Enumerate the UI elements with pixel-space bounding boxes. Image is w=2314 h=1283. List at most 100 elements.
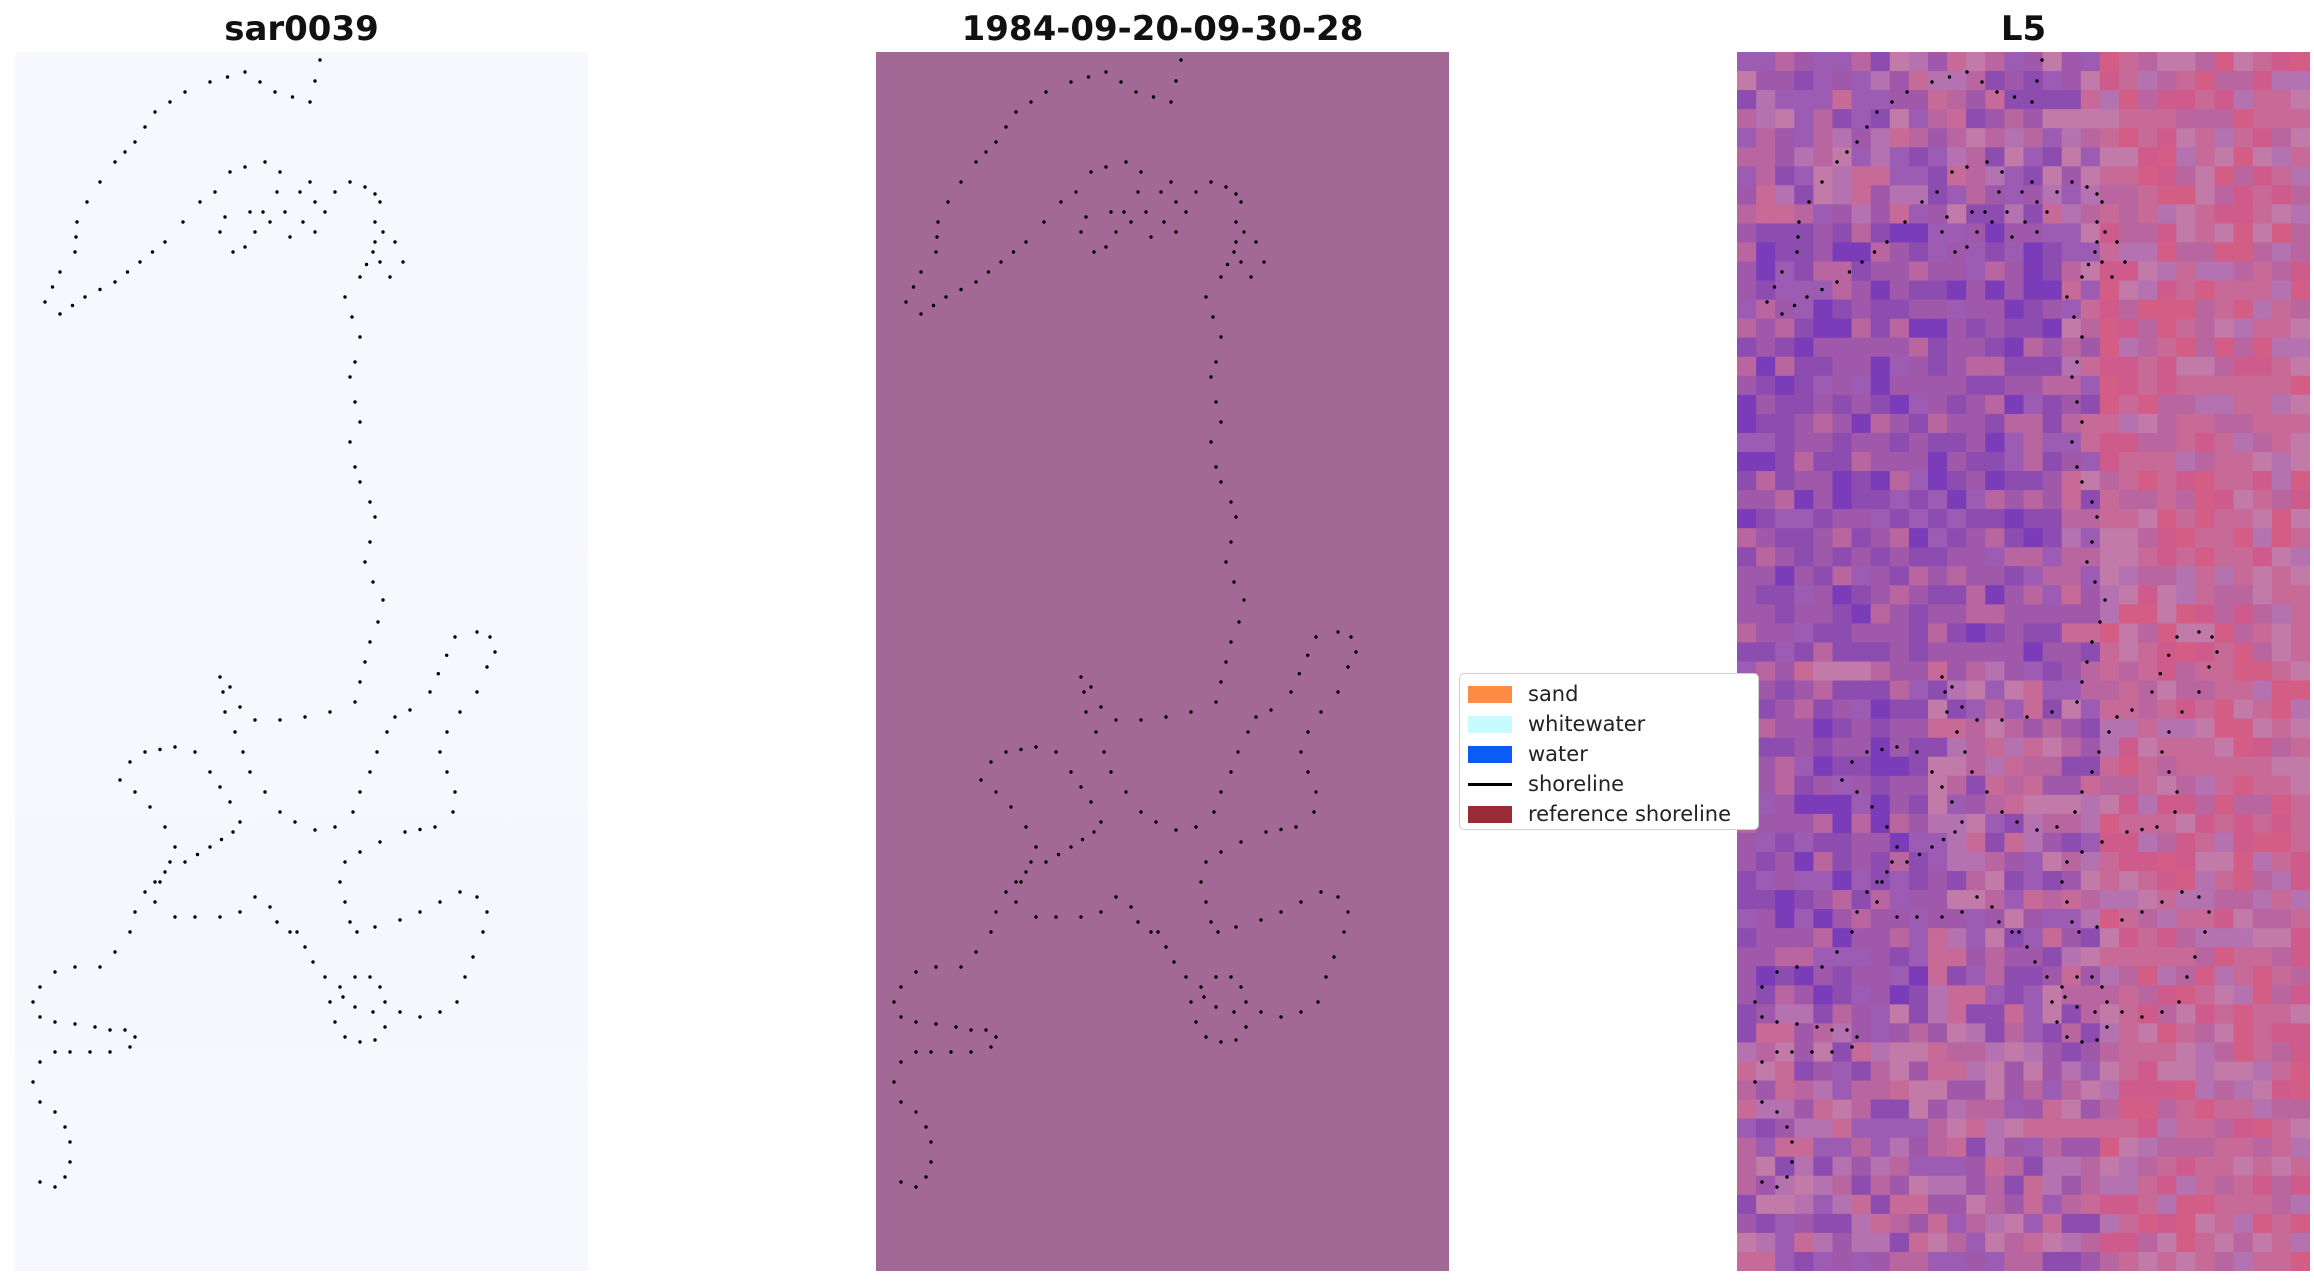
shoreline-point xyxy=(153,880,156,883)
shoreline-point xyxy=(1905,90,1908,93)
shoreline-point xyxy=(1219,680,1222,683)
shoreline-point xyxy=(383,1025,386,1028)
shoreline-point xyxy=(1885,240,1888,243)
shoreline-point xyxy=(1306,770,1309,773)
shoreline-point xyxy=(1239,260,1242,263)
classified-image-panel xyxy=(876,52,1449,1271)
shoreline-point xyxy=(2093,250,2096,253)
shoreline-point xyxy=(1306,730,1309,733)
shoreline-point xyxy=(2095,515,2098,518)
shoreline-point xyxy=(914,970,917,973)
panel-title-l5: L5 xyxy=(1737,12,2310,46)
shoreline-point xyxy=(2100,840,2103,843)
shoreline-point xyxy=(2160,1010,2163,1013)
shoreline-point xyxy=(2075,360,2078,363)
shoreline-point xyxy=(1795,1022,1798,1025)
shoreline-point xyxy=(2055,825,2058,828)
shoreline-point xyxy=(1948,75,1951,78)
shoreline-point xyxy=(475,690,478,693)
shoreline-point xyxy=(363,185,366,188)
shoreline-point xyxy=(113,160,116,163)
shoreline-point xyxy=(1765,300,1768,303)
shoreline-point xyxy=(1194,190,1197,193)
shoreline-point xyxy=(2045,975,2048,978)
shoreline-point xyxy=(1094,730,1097,733)
shoreline-point xyxy=(1940,915,1943,918)
shoreline-point xyxy=(1099,910,1102,913)
shoreline-point xyxy=(1129,220,1132,223)
shoreline-point xyxy=(2100,985,2103,988)
shoreline-point xyxy=(1332,955,1335,958)
shoreline-point xyxy=(403,830,406,833)
shoreline-point xyxy=(168,100,171,103)
shoreline-point xyxy=(1990,905,1993,908)
shoreline-point xyxy=(994,140,997,143)
shoreline-point xyxy=(1797,220,1800,223)
shoreline-point xyxy=(929,1050,932,1053)
shoreline-point xyxy=(1845,150,1848,153)
shoreline-point xyxy=(1259,1010,1262,1013)
shoreline-point xyxy=(74,235,77,238)
shoreline-point xyxy=(1890,100,1893,103)
shoreline-point xyxy=(2050,710,2053,713)
shoreline-point xyxy=(353,975,356,978)
shoreline-point xyxy=(1219,480,1222,483)
shoreline-point xyxy=(355,930,358,933)
shoreline-point xyxy=(1835,280,1838,283)
shoreline-point xyxy=(2160,750,2163,753)
shoreline-point xyxy=(183,90,186,93)
shoreline-point xyxy=(1204,860,1207,863)
shoreline-point xyxy=(1219,850,1222,853)
shoreline-point xyxy=(1199,880,1202,883)
shoreline-point xyxy=(398,1010,401,1013)
shoreline-point xyxy=(1194,1020,1197,1023)
shoreline-point xyxy=(383,1000,386,1003)
shoreline-point xyxy=(1084,215,1087,218)
shoreline-point xyxy=(1346,910,1349,913)
shoreline-point xyxy=(1019,748,1022,751)
shoreline-point xyxy=(333,825,336,828)
shoreline-point xyxy=(453,790,456,793)
shoreline-point xyxy=(2025,715,2028,718)
shoreline-point xyxy=(358,335,361,338)
shoreline-point xyxy=(1087,75,1090,78)
shoreline-point xyxy=(1254,715,1257,718)
shoreline-point xyxy=(118,778,121,781)
shoreline-point xyxy=(2090,640,2093,643)
shoreline-point xyxy=(2017,930,2020,933)
shoreline-point xyxy=(398,918,401,921)
shoreline-point xyxy=(1069,770,1072,773)
shoreline-point xyxy=(936,220,939,223)
shoreline-point xyxy=(238,705,241,708)
shoreline-point xyxy=(1269,708,1272,711)
shoreline-point xyxy=(1074,190,1077,193)
shoreline-point xyxy=(1139,810,1142,813)
shoreline-point xyxy=(1174,200,1177,203)
shoreline-point xyxy=(75,220,78,223)
shoreline-point xyxy=(1204,900,1207,903)
shoreline-point xyxy=(1983,210,1986,213)
shoreline-point xyxy=(2065,1035,2068,1038)
shoreline-point xyxy=(1875,900,1878,903)
shoreline-point xyxy=(1960,910,1963,913)
shoreline-point xyxy=(1760,1180,1763,1183)
shoreline-point xyxy=(393,240,396,243)
shoreline-point xyxy=(365,263,368,266)
shoreline-point xyxy=(924,1175,927,1178)
shoreline-point xyxy=(358,1040,361,1043)
shoreline-point xyxy=(1194,825,1197,828)
shoreline-point xyxy=(358,850,361,853)
shoreline-point xyxy=(153,110,156,113)
shoreline-point xyxy=(919,312,922,315)
shoreline-point xyxy=(899,1015,902,1018)
shoreline-point xyxy=(2035,79,2038,82)
shoreline-point xyxy=(1880,748,1883,751)
shoreline-point xyxy=(301,220,304,223)
shoreline-point xyxy=(989,930,992,933)
shoreline-point xyxy=(485,910,488,913)
shoreline-point xyxy=(1109,210,1112,213)
shoreline-point xyxy=(1189,710,1192,713)
shoreline-point xyxy=(173,745,176,748)
shoreline-point xyxy=(1239,200,1242,203)
shoreline-point xyxy=(163,870,166,873)
